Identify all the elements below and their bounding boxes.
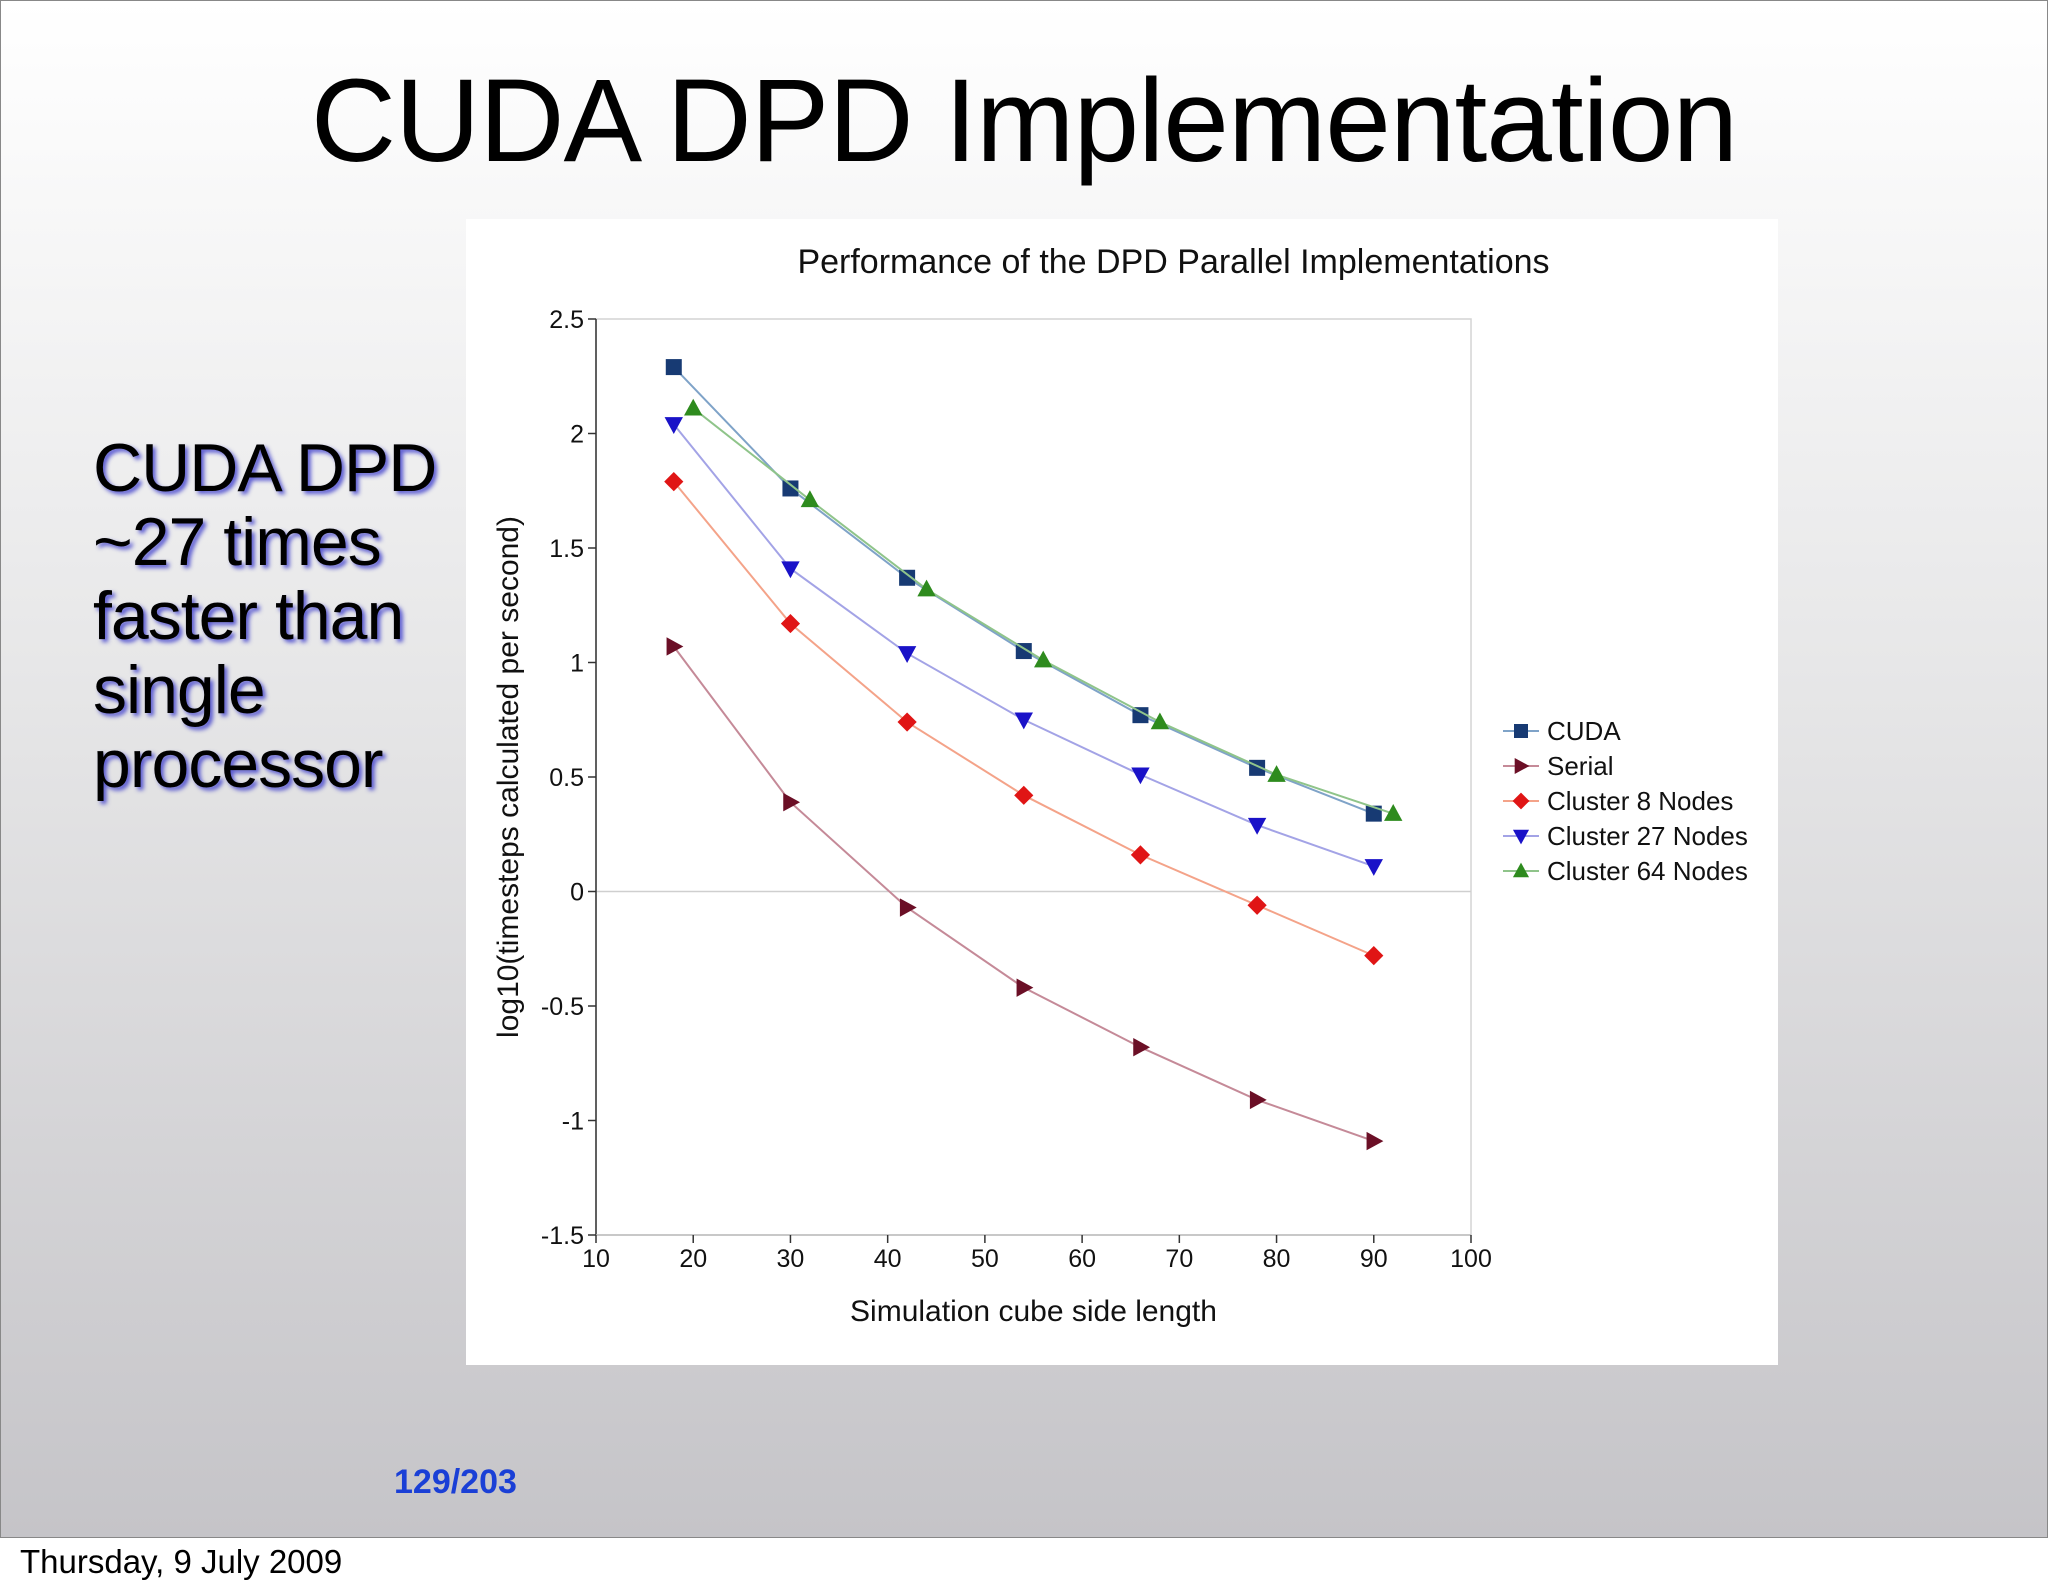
y-axis-label: log10(timesteps calculated per second)	[492, 516, 525, 1038]
y-tick-label: 2.5	[549, 306, 584, 334]
legend-marker	[1512, 792, 1530, 810]
y-tick-label: -0.5	[541, 993, 584, 1021]
y-tick-label: -1	[562, 1108, 584, 1136]
series-cuda	[665, 359, 1382, 822]
legend: CUDA Serial Cluster 8 Nodes Cluster 27 Node…	[1503, 716, 1748, 886]
x-tick-label: 20	[679, 1245, 707, 1273]
data-point	[1364, 859, 1383, 876]
data-point	[1132, 707, 1149, 724]
slide-title: CUDA DPD Implementation	[310, 55, 1738, 187]
data-point	[1384, 804, 1403, 821]
y-tick-label: 1.5	[549, 535, 584, 563]
legend-label: Serial	[1547, 751, 1613, 781]
x-tick-label: 30	[777, 1245, 805, 1273]
chart-title: Performance of the DPD Parallel Implemen…	[797, 243, 1549, 281]
x-tick-label: 10	[582, 1245, 610, 1273]
x-axis-label: Simulation cube side length	[850, 1295, 1217, 1328]
data-point	[1364, 946, 1384, 966]
side-note-line: CUDA DPD	[93, 430, 437, 506]
side-note-line: processor	[93, 726, 384, 802]
y-tick-label: 2	[570, 421, 584, 449]
data-point	[783, 792, 801, 812]
performance-chart: Performance of the DPD Parallel Implemen…	[492, 243, 1748, 1328]
data-point	[800, 490, 820, 508]
data-point	[1131, 767, 1150, 785]
data-point	[897, 646, 917, 663]
data-point	[1249, 1090, 1267, 1110]
data-point	[780, 613, 801, 634]
side-note-line: single	[93, 652, 266, 728]
data-point	[897, 712, 917, 732]
data-point	[1034, 650, 1053, 668]
series-cluster-27-nodes	[664, 417, 1383, 876]
slide: CUDA DPD Implementation CUDA DPD ~27 tim…	[0, 0, 2048, 1538]
plot-area	[595, 318, 1472, 1236]
x-tick-label: 80	[1263, 1245, 1291, 1273]
series-line	[692, 407, 1394, 815]
legend-marker	[1512, 829, 1530, 845]
side-note-line: faster than	[93, 578, 404, 654]
footer-date: Thursday, 9 July 2009	[20, 1543, 343, 1580]
y-tick-label: -1.5	[541, 1222, 584, 1250]
data-point	[665, 359, 682, 376]
data-point	[1267, 765, 1286, 782]
legend-marker	[1514, 724, 1528, 738]
x-tick-label: 60	[1068, 1245, 1096, 1273]
data-point	[666, 637, 684, 656]
data-point	[899, 569, 916, 586]
x-tick-label: 100	[1450, 1245, 1492, 1273]
series-cluster-64-nodes	[684, 398, 1403, 821]
x-tick-label: 40	[874, 1245, 902, 1273]
data-point	[1150, 712, 1170, 730]
data-point	[664, 417, 683, 434]
series-cluster-8-nodes	[664, 471, 1384, 966]
series-serial	[666, 637, 1384, 1151]
x-tick-label: 70	[1165, 1245, 1193, 1273]
data-point	[781, 561, 800, 579]
y-tick-label: 0.5	[549, 764, 584, 792]
data-point	[1014, 785, 1034, 805]
legend-marker	[1514, 757, 1530, 775]
legend-marker	[1512, 862, 1530, 878]
data-point	[1365, 805, 1382, 822]
data-point	[1014, 712, 1033, 730]
y-tick-label: 0	[570, 879, 584, 907]
y-tick-label: 1	[570, 650, 584, 678]
legend-label: Cluster 27 Nodes	[1547, 821, 1748, 851]
side-note: CUDA DPD ~27 times faster than single pr…	[93, 431, 483, 801]
data-point	[1247, 895, 1267, 915]
page-number: 129/203	[394, 1463, 517, 1501]
data-point	[1016, 978, 1034, 997]
series-line	[673, 366, 1375, 815]
chart-frame: Performance of the DPD Parallel Implemen…	[466, 219, 1778, 1365]
legend-label: Cluster 8 Nodes	[1547, 786, 1733, 816]
data-point	[1366, 1131, 1384, 1151]
data-point	[684, 398, 703, 416]
data-point	[782, 480, 799, 497]
data-point	[1133, 1038, 1151, 1057]
data-point	[899, 898, 917, 917]
legend-label: Cluster 64 Nodes	[1547, 856, 1748, 886]
x-tick-label: 50	[971, 1245, 999, 1273]
data-point	[1247, 817, 1267, 835]
legend-label: CUDA	[1547, 716, 1621, 746]
data-point	[1130, 845, 1151, 865]
x-tick-label: 90	[1360, 1245, 1388, 1273]
data-point	[917, 579, 936, 597]
side-note-line: ~27 times	[93, 504, 382, 580]
